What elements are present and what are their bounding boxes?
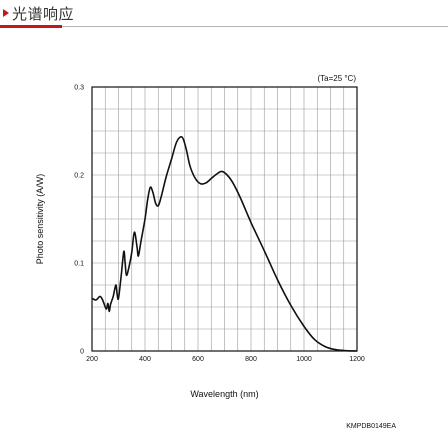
header-divider — [0, 26, 448, 27]
y-tick-label: 0.1 — [74, 261, 84, 268]
temperature-condition-note: (Ta=25 °C) — [317, 74, 356, 83]
y-tick-label: 0.3 — [74, 85, 84, 92]
figure-code: KMPDB0149EA — [346, 423, 396, 430]
x-tick-label: 600 — [192, 356, 204, 363]
y-tick-label: 0 — [80, 349, 84, 356]
x-tick-label: 400 — [139, 356, 151, 363]
header-arrow-icon — [3, 9, 9, 17]
section-title: 光谱响应 — [12, 5, 75, 23]
sensitivity-curve — [91, 136, 358, 352]
y-axis-label: Photo sensitivity (A/W) — [35, 174, 45, 265]
header-accent-bar — [0, 25, 62, 28]
section-header: 光谱响应 — [0, 0, 448, 30]
x-tick-label: 1000 — [296, 356, 312, 363]
axis-ticks: 200 400 600 800 1000 1200 0 0.1 0.2 0.3 — [74, 85, 365, 364]
x-axis-label: Wavelength (nm) — [190, 389, 258, 399]
x-tick-label: 800 — [245, 356, 257, 363]
x-tick-label: 200 — [86, 356, 98, 363]
plot-frame — [91, 86, 358, 352]
chart-grid — [92, 87, 357, 351]
y-tick-label: 0.2 — [74, 173, 84, 180]
x-tick-label: 1200 — [349, 356, 365, 363]
